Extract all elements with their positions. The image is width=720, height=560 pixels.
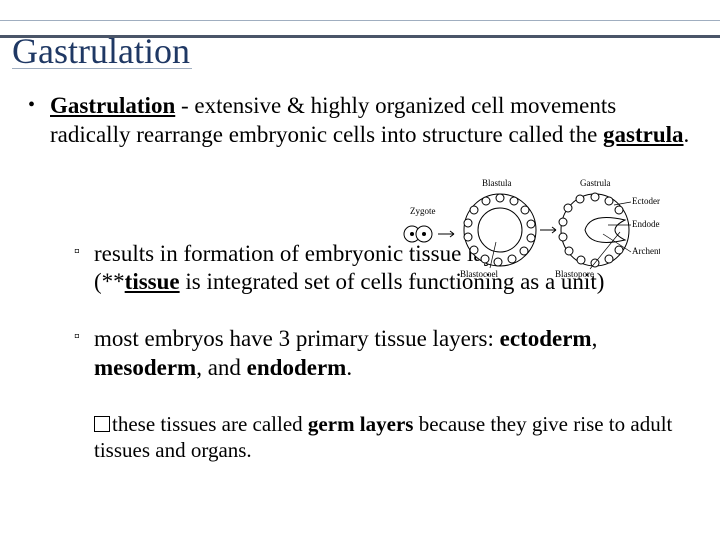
label-blastocoel: Blastocoel <box>460 269 498 279</box>
sub-marker-icon: ▫ <box>74 240 94 298</box>
zygote-nucleus-2 <box>422 232 426 236</box>
sub2-c1: , <box>592 326 598 351</box>
title-text: Gastrulation <box>12 31 190 71</box>
sub2-c2: , and <box>196 355 246 380</box>
sub2-lead: most embryos have 3 primary tissue layer… <box>94 326 500 351</box>
main-bullet-text: Gastrulation - extensive & highly organi… <box>50 92 692 150</box>
term-tissue: tissue <box>125 269 180 294</box>
term-gastrula: gastrula <box>603 122 684 147</box>
main-bullet: • Gastrulation - extensive & highly orga… <box>28 92 692 150</box>
sub-bullet-2-text: most embryos have 3 primary tissue layer… <box>94 325 692 383</box>
label-ectoderm: Ectoderm <box>632 196 660 206</box>
title-underline <box>12 68 192 69</box>
sub-bullet-2: ▫ most embryos have 3 primary tissue lay… <box>74 325 692 383</box>
slide-title: Gastrulation <box>0 30 720 72</box>
sub2-end: . <box>346 355 352 380</box>
term-endoderm: endoderm <box>247 355 347 380</box>
footnote-marker-icon <box>94 416 110 432</box>
label-blastula: Blastula <box>482 178 512 188</box>
label-blastopore: Blastopore <box>555 269 594 279</box>
term-gastrulation: Gastrulation <box>50 93 175 118</box>
footnote-lead: these tissues are called <box>112 412 308 436</box>
period: . <box>684 122 690 147</box>
term-mesoderm: mesoderm <box>94 355 196 380</box>
blastula-inner <box>478 208 522 252</box>
term-germ-layers: germ layers <box>308 412 414 436</box>
bullet-dot-icon: • <box>28 92 50 150</box>
label-gastrula: Gastrula <box>580 178 611 188</box>
label-archenteron: Archenteron <box>632 246 660 256</box>
diagram-svg: Zygote Blastula <box>390 172 660 282</box>
footnote: these tissues are called germ layers bec… <box>28 411 692 464</box>
label-zygote: Zygote <box>410 206 436 216</box>
sub1-paren-open: (** <box>94 269 125 294</box>
gastrulation-diagram: Zygote Blastula <box>390 172 660 290</box>
label-endoderm: Endoderm <box>632 219 660 229</box>
zygote-nucleus-1 <box>410 232 414 236</box>
sub-marker-icon: ▫ <box>74 325 94 383</box>
term-ectoderm: ectoderm <box>500 326 592 351</box>
slide-content: • Gastrulation - extensive & highly orga… <box>0 72 720 463</box>
